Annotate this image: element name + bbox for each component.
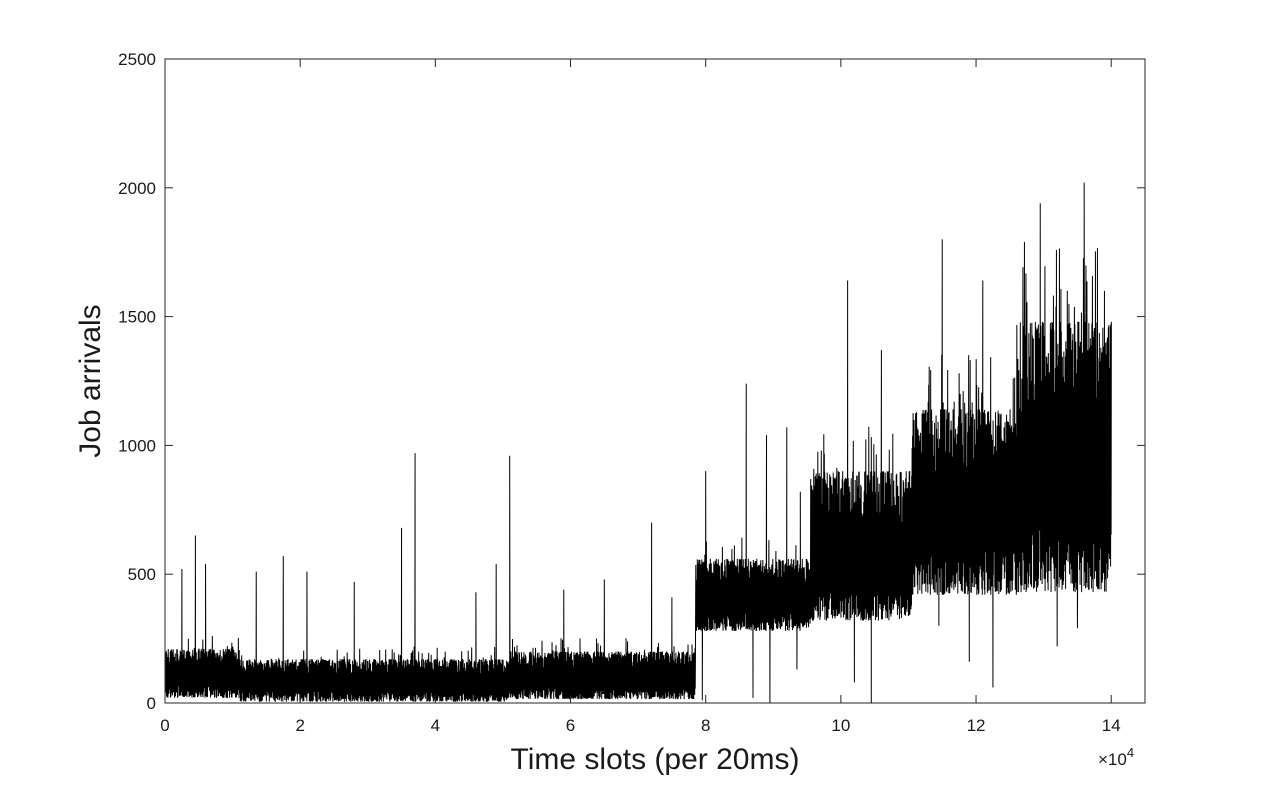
- x-axis-ticks: 0 2 4 6 8 10 12 14: [160, 59, 1121, 735]
- x-tick-label: 4: [431, 716, 440, 735]
- x-tick-label: 2: [295, 716, 304, 735]
- x-tick-label: 6: [566, 716, 575, 735]
- y-tick-label: 0: [147, 694, 156, 713]
- x-axis-exponent-label: ×104: [1098, 745, 1134, 769]
- y-tick-label: 2000: [118, 179, 156, 198]
- x-tick-label: 8: [701, 716, 710, 735]
- x-exponent-power: 4: [1127, 745, 1134, 760]
- x-tick-label: 10: [831, 716, 850, 735]
- axes-box: [164, 58, 1146, 704]
- x-tick-label: 14: [1102, 716, 1121, 735]
- y-axis-ticks: 0 500 1000 1500 2000 2500: [118, 50, 1145, 713]
- series-line-job-arrivals: [164, 182, 1112, 704]
- x-tick-label: 12: [967, 716, 986, 735]
- plot-area: [164, 182, 1112, 704]
- y-tick-label: 1500: [118, 308, 156, 327]
- x-tick-label: 0: [160, 716, 169, 735]
- y-tick-label: 1000: [118, 436, 156, 455]
- x-exponent-base: ×10: [1098, 750, 1127, 769]
- y-tick-label: 500: [128, 565, 156, 584]
- y-axis-label: Job arrivals: [74, 304, 107, 457]
- x-axis-label: Time slots (per 20ms): [511, 743, 800, 776]
- y-tick-label: 2500: [118, 50, 156, 69]
